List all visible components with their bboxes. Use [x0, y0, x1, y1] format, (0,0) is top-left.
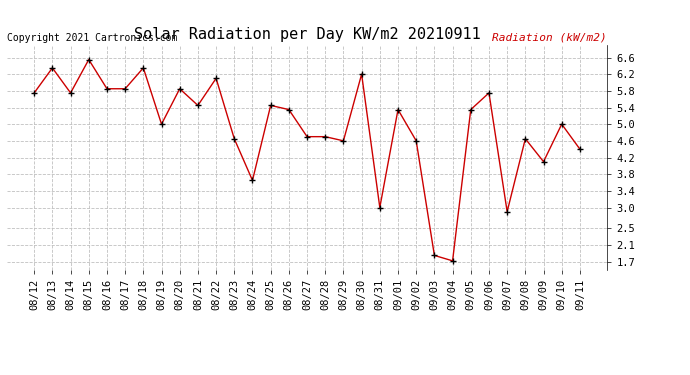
Text: Copyright 2021 Cartronics.com: Copyright 2021 Cartronics.com: [7, 33, 177, 43]
Title: Solar Radiation per Day KW/m2 20210911: Solar Radiation per Day KW/m2 20210911: [134, 27, 480, 42]
Text: Radiation (kW/m2): Radiation (kW/m2): [493, 33, 607, 43]
